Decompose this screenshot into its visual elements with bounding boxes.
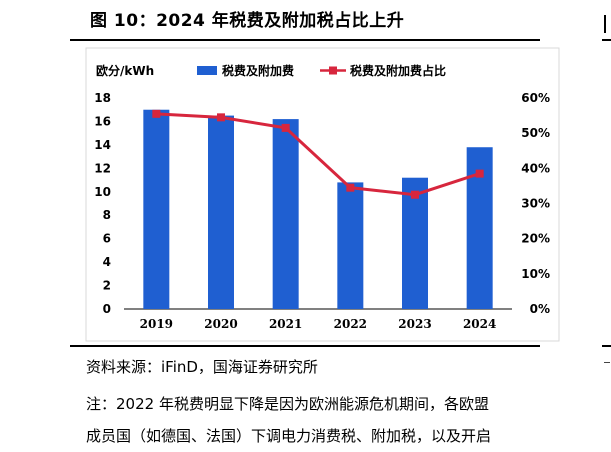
right-tick-label: 30% [521,197,550,211]
left-tick-label: 0 [103,302,111,316]
left-tick-label: 10 [94,185,111,199]
left-tick-label: 16 [94,114,111,128]
note-text: 注：2022 年税费明显下降是因为欧洲能源危机期间，各欧盟 成员国（如德国、法国… [86,388,586,452]
legend-line-marker [329,66,337,75]
plot-frame [85,47,560,342]
ratio-marker [152,109,161,118]
legend-bar-label: 税费及附加费 [222,63,294,78]
ratio-marker [475,169,484,178]
x-axis-ticks: 2019 2020 2021 2022 2023 2024 [140,317,497,331]
edge-mark [604,15,611,33]
left-tick-label: 8 [103,208,111,222]
right-tick-label: 40% [521,161,550,175]
note-line-1: 注：2022 年税费明显下降是因为欧洲能源危机期间，各欧盟 [86,395,489,413]
line-series [152,109,484,199]
chart: 欧分/kWh 税费及附加费 税费及附加费占比 0 2 4 6 8 10 12 14 16 18 0… [85,47,560,342]
edge-tick [604,362,610,371]
legend: 税费及附加费 税费及附加费占比 [197,63,446,78]
figure-title: 图 10：2024 年税费及附加税占比上升 [90,11,405,31]
x-tick-label: 2021 [269,317,302,331]
bar [208,115,234,309]
top-rule-right [602,39,611,41]
x-tick-label: 2022 [334,317,367,331]
note-line-2: 成员国（如德国、法国）下调电力消费税、附加税，以及开启 [86,427,492,445]
bar [402,177,428,309]
ratio-marker [346,183,355,192]
bottom-rule [70,345,540,347]
ratio-line [156,112,481,197]
right-axis-ticks: 0% 10% 20% 30% 40% 50% 60% [521,91,550,316]
x-tick-label: 2019 [140,317,173,331]
right-tick-label: 60% [521,91,550,105]
bar-series [143,109,493,309]
x-tick-label: 2024 [463,317,496,331]
bar [143,109,170,309]
left-axis-ticks: 0 2 4 6 8 10 12 14 16 18 [94,91,111,316]
x-tick-label: 2020 [204,317,237,331]
left-tick-label: 12 [94,161,111,175]
figure-header: 图 10：2024 年税费及附加税占比上升 [70,0,611,40]
x-tick-label: 2023 [398,317,431,331]
source-text: 资料来源：iFinD，国海证券研究所 [86,358,318,376]
right-tick-label: 20% [521,232,550,246]
bar [337,182,364,309]
left-tick-label: 4 [103,255,111,269]
right-tick-label: 10% [521,267,550,281]
left-tick-label: 14 [94,138,111,152]
top-rule [70,39,540,41]
right-tick-label: 0% [530,302,550,316]
ratio-marker [281,123,290,132]
left-tick-label: 18 [94,91,111,105]
left-tick-label: 2 [103,279,111,293]
legend-bar-swatch [197,66,217,75]
bottom-rule-right [602,345,611,347]
right-tick-label: 50% [521,126,550,140]
bar [272,119,299,309]
left-axis-label: 欧分/kWh [96,63,154,78]
left-tick-label: 6 [103,232,111,246]
ratio-marker [411,190,419,199]
legend-line-label: 税费及附加费占比 [350,63,446,78]
ratio-marker [217,113,225,122]
